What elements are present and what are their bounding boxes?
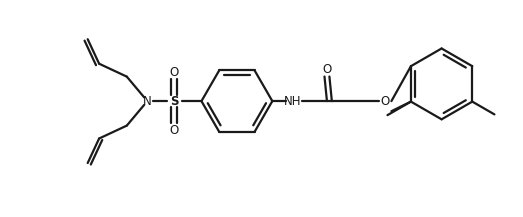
Text: N: N: [143, 95, 152, 108]
Text: S: S: [170, 95, 179, 108]
Text: O: O: [323, 63, 332, 76]
Text: NH: NH: [284, 95, 302, 108]
Text: O: O: [170, 124, 179, 137]
Text: O: O: [380, 95, 390, 108]
Text: O: O: [170, 66, 179, 79]
